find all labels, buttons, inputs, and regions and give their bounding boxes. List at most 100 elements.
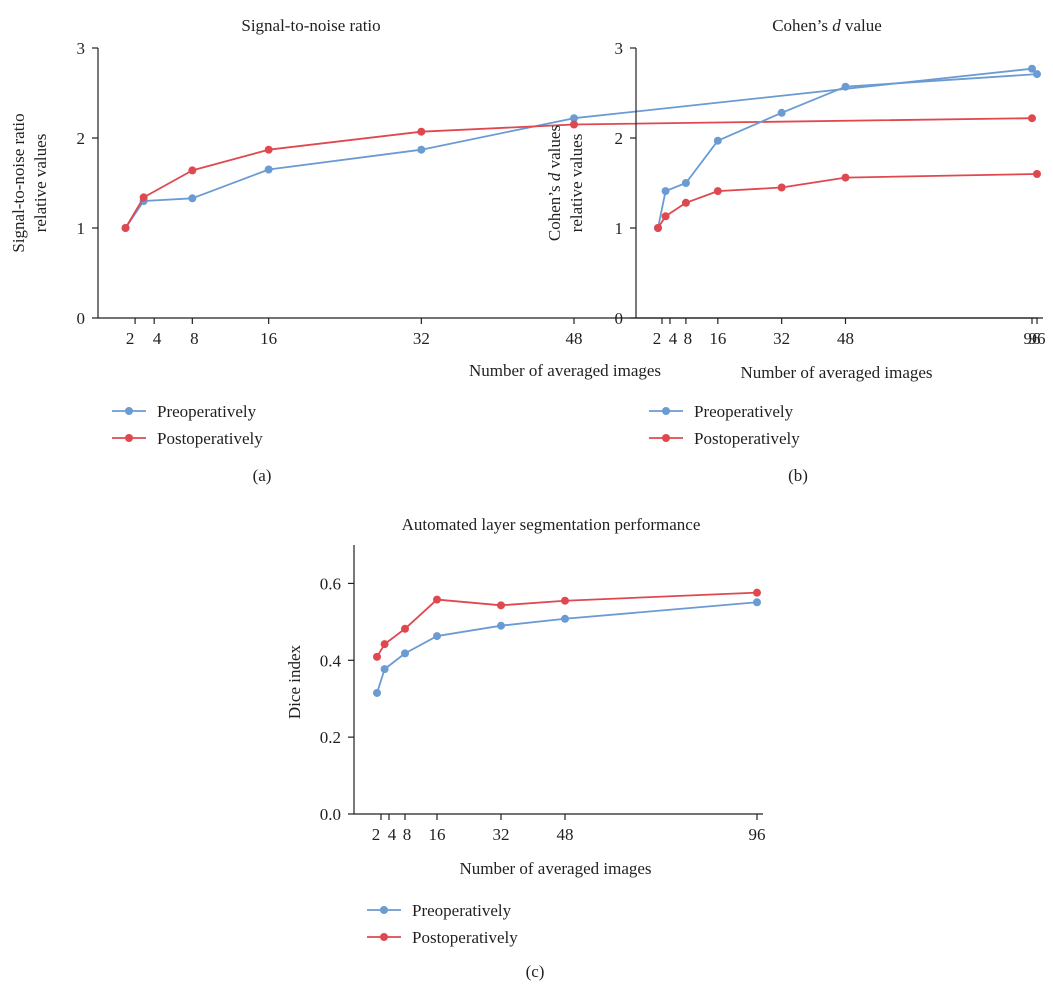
x-tick-label: 8 xyxy=(190,329,199,348)
legend-label-postoperatively: Postoperatively xyxy=(694,429,800,448)
data-point-preoperatively xyxy=(661,187,670,196)
x-tick-label: 96 xyxy=(749,825,766,844)
data-point-postoperatively xyxy=(777,183,786,192)
y-tick-label: 2 xyxy=(77,129,86,148)
data-point-preoperatively xyxy=(188,194,197,203)
data-point-postoperatively xyxy=(681,198,690,207)
chart-title-part: value xyxy=(841,16,882,35)
data-point-preoperatively xyxy=(433,632,441,641)
y-axis-label-line2: relative values xyxy=(31,134,50,233)
data-point-postoperatively xyxy=(753,588,761,597)
legend-marker-preoperatively xyxy=(380,906,388,914)
x-axis-label: Number of averaged images xyxy=(740,363,932,382)
y-tick-label: 0 xyxy=(615,309,624,328)
chart-title: Automated layer segmentation performance xyxy=(402,515,701,534)
data-point-postoperatively xyxy=(1033,170,1041,178)
data-point-postoperatively xyxy=(188,166,197,175)
chart-title: Cohen’s d value xyxy=(772,16,882,35)
x-tick-label: 32 xyxy=(493,825,510,844)
y-tick-label: 3 xyxy=(77,39,86,58)
data-point-preoperatively xyxy=(681,179,690,187)
x-tick-label: 2 xyxy=(653,329,662,348)
data-point-preoperatively xyxy=(264,165,273,174)
chart-title: Signal-to-noise ratio xyxy=(241,16,380,35)
chart-panel-c: Automated layer segmentation performance… xyxy=(285,515,766,981)
data-point-postoperatively xyxy=(561,596,569,605)
data-point-preoperatively xyxy=(373,688,381,697)
data-point-preoperatively xyxy=(570,114,578,123)
data-point-postoperatively xyxy=(380,640,389,649)
x-tick-label: 48 xyxy=(557,825,574,844)
x-tick-label: 16 xyxy=(429,825,446,844)
data-point-postoperatively xyxy=(713,187,722,196)
y-tick-label: 3 xyxy=(615,39,624,58)
chart-title-part: d xyxy=(832,16,841,35)
data-point-preoperatively xyxy=(713,136,722,145)
x-axis-label: Number of averaged images xyxy=(469,361,661,380)
y-axis-label-part: Cohen’s xyxy=(545,181,564,241)
x-tick-label: 32 xyxy=(773,329,790,348)
x-tick-label: 2 xyxy=(372,825,381,844)
data-point-postoperatively xyxy=(570,120,578,129)
x-tick-label: 96 xyxy=(1024,329,1041,348)
y-tick-label: 0.2 xyxy=(320,728,341,747)
data-point-postoperatively xyxy=(653,224,662,232)
legend-label-postoperatively: Postoperatively xyxy=(412,928,518,947)
data-point-postoperatively xyxy=(401,624,409,633)
y-tick-label: 0 xyxy=(77,309,86,328)
data-point-postoperatively xyxy=(373,652,381,661)
series-line-preoperatively xyxy=(657,73,1038,229)
chart-title-part: Cohen’s xyxy=(772,16,832,35)
data-point-preoperatively xyxy=(1033,70,1041,79)
legend-marker-postoperatively xyxy=(125,434,133,442)
x-tick-label: 32 xyxy=(413,329,430,348)
x-tick-label: 96 xyxy=(1029,329,1046,348)
y-tick-label: 0.4 xyxy=(320,651,342,670)
x-tick-label: 4 xyxy=(153,329,162,348)
legend-label-preoperatively: Preoperatively xyxy=(412,901,512,920)
series-line-postoperatively xyxy=(657,173,1038,229)
y-tick-label: 2 xyxy=(615,129,624,148)
y-tick-label: 1 xyxy=(77,219,86,238)
data-point-postoperatively xyxy=(497,601,505,610)
legend-label-preoperatively: Preoperatively xyxy=(694,402,794,421)
y-axis-label: Cohen’s d values xyxy=(545,125,564,241)
legend-marker-postoperatively xyxy=(662,434,670,442)
data-point-postoperatively xyxy=(1028,114,1036,123)
panel-label: (b) xyxy=(788,466,808,485)
legend-marker-preoperatively xyxy=(662,407,670,415)
x-tick-label: 8 xyxy=(684,329,693,348)
x-tick-label: 48 xyxy=(566,329,583,348)
data-point-preoperatively xyxy=(753,598,761,607)
y-tick-label: 1 xyxy=(615,219,624,238)
panel-label: (c) xyxy=(526,962,545,981)
data-point-preoperatively xyxy=(841,82,850,91)
x-tick-label: 4 xyxy=(388,825,397,844)
y-axis-label-line2: relative values xyxy=(567,134,586,233)
y-axis-label: Signal-to-noise ratio xyxy=(9,113,28,252)
data-point-postoperatively xyxy=(661,212,670,221)
x-tick-label: 4 xyxy=(669,329,678,348)
y-axis-label: Dice index xyxy=(285,644,304,719)
y-tick-label: 0.6 xyxy=(320,574,341,593)
data-point-postoperatively xyxy=(264,145,273,154)
data-point-postoperatively xyxy=(121,224,130,232)
x-tick-label: 16 xyxy=(260,329,277,348)
panel-label: (a) xyxy=(253,466,272,485)
data-point-preoperatively xyxy=(497,621,505,630)
x-tick-label: 8 xyxy=(403,825,412,844)
y-axis-label-part: values xyxy=(545,125,564,173)
data-point-preoperatively xyxy=(401,649,409,658)
data-point-preoperatively xyxy=(561,614,569,623)
data-point-preoperatively xyxy=(380,665,389,674)
data-point-preoperatively xyxy=(417,145,426,154)
y-axis-label-part: d xyxy=(545,172,564,181)
data-point-postoperatively xyxy=(433,595,441,604)
data-point-postoperatively xyxy=(139,193,148,202)
x-tick-label: 48 xyxy=(837,329,854,348)
x-tick-label: 2 xyxy=(126,329,135,348)
data-point-postoperatively xyxy=(841,173,850,182)
